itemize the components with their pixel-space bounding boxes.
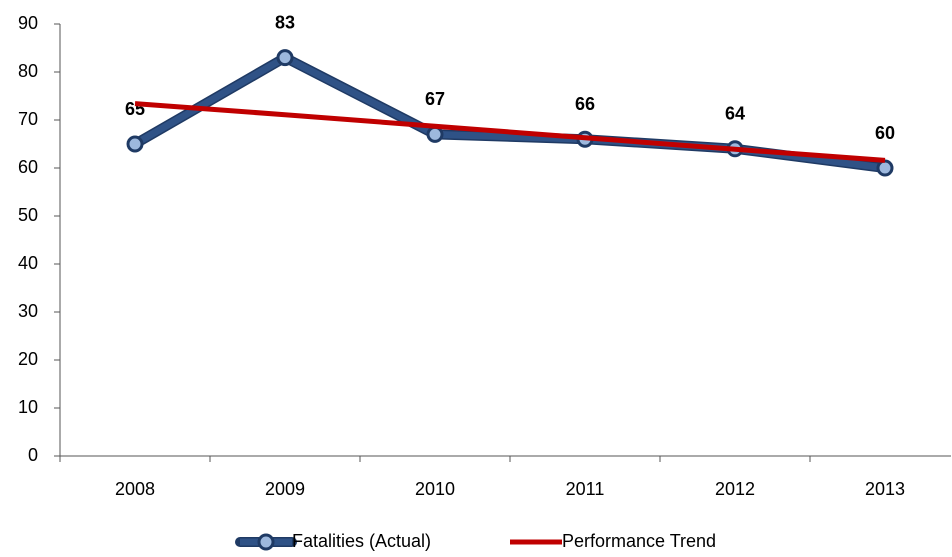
legend-label: Fatalities (Actual) — [292, 531, 431, 551]
data-label: 64 — [725, 104, 745, 124]
y-tick-label: 0 — [28, 445, 38, 465]
y-tick-label: 30 — [18, 301, 38, 321]
x-tick-label: 2009 — [265, 479, 305, 499]
marker — [876, 159, 894, 177]
data-label: 66 — [575, 94, 595, 114]
x-tick-label: 2008 — [115, 479, 155, 499]
x-tick-label: 2012 — [715, 479, 755, 499]
x-tick-label: 2011 — [566, 479, 605, 499]
legend-label: Performance Trend — [562, 531, 716, 551]
marker — [426, 125, 444, 143]
series-line — [134, 101, 886, 163]
y-tick-label: 10 — [18, 397, 38, 417]
legend-marker — [257, 533, 275, 551]
y-tick-label: 20 — [18, 349, 38, 369]
y-tick-label: 80 — [18, 61, 38, 81]
marker — [126, 135, 144, 153]
x-tick-label: 2010 — [415, 479, 455, 499]
data-label: 67 — [425, 89, 445, 109]
x-tick-label: 2013 — [865, 479, 905, 499]
marker — [276, 49, 294, 67]
y-tick-label: 50 — [18, 205, 38, 225]
data-label: 60 — [875, 123, 895, 143]
y-tick-label: 40 — [18, 253, 38, 273]
y-tick-label: 60 — [18, 157, 38, 177]
data-label: 83 — [275, 12, 295, 32]
y-tick-label: 70 — [18, 109, 38, 129]
y-tick-label: 90 — [18, 13, 38, 33]
